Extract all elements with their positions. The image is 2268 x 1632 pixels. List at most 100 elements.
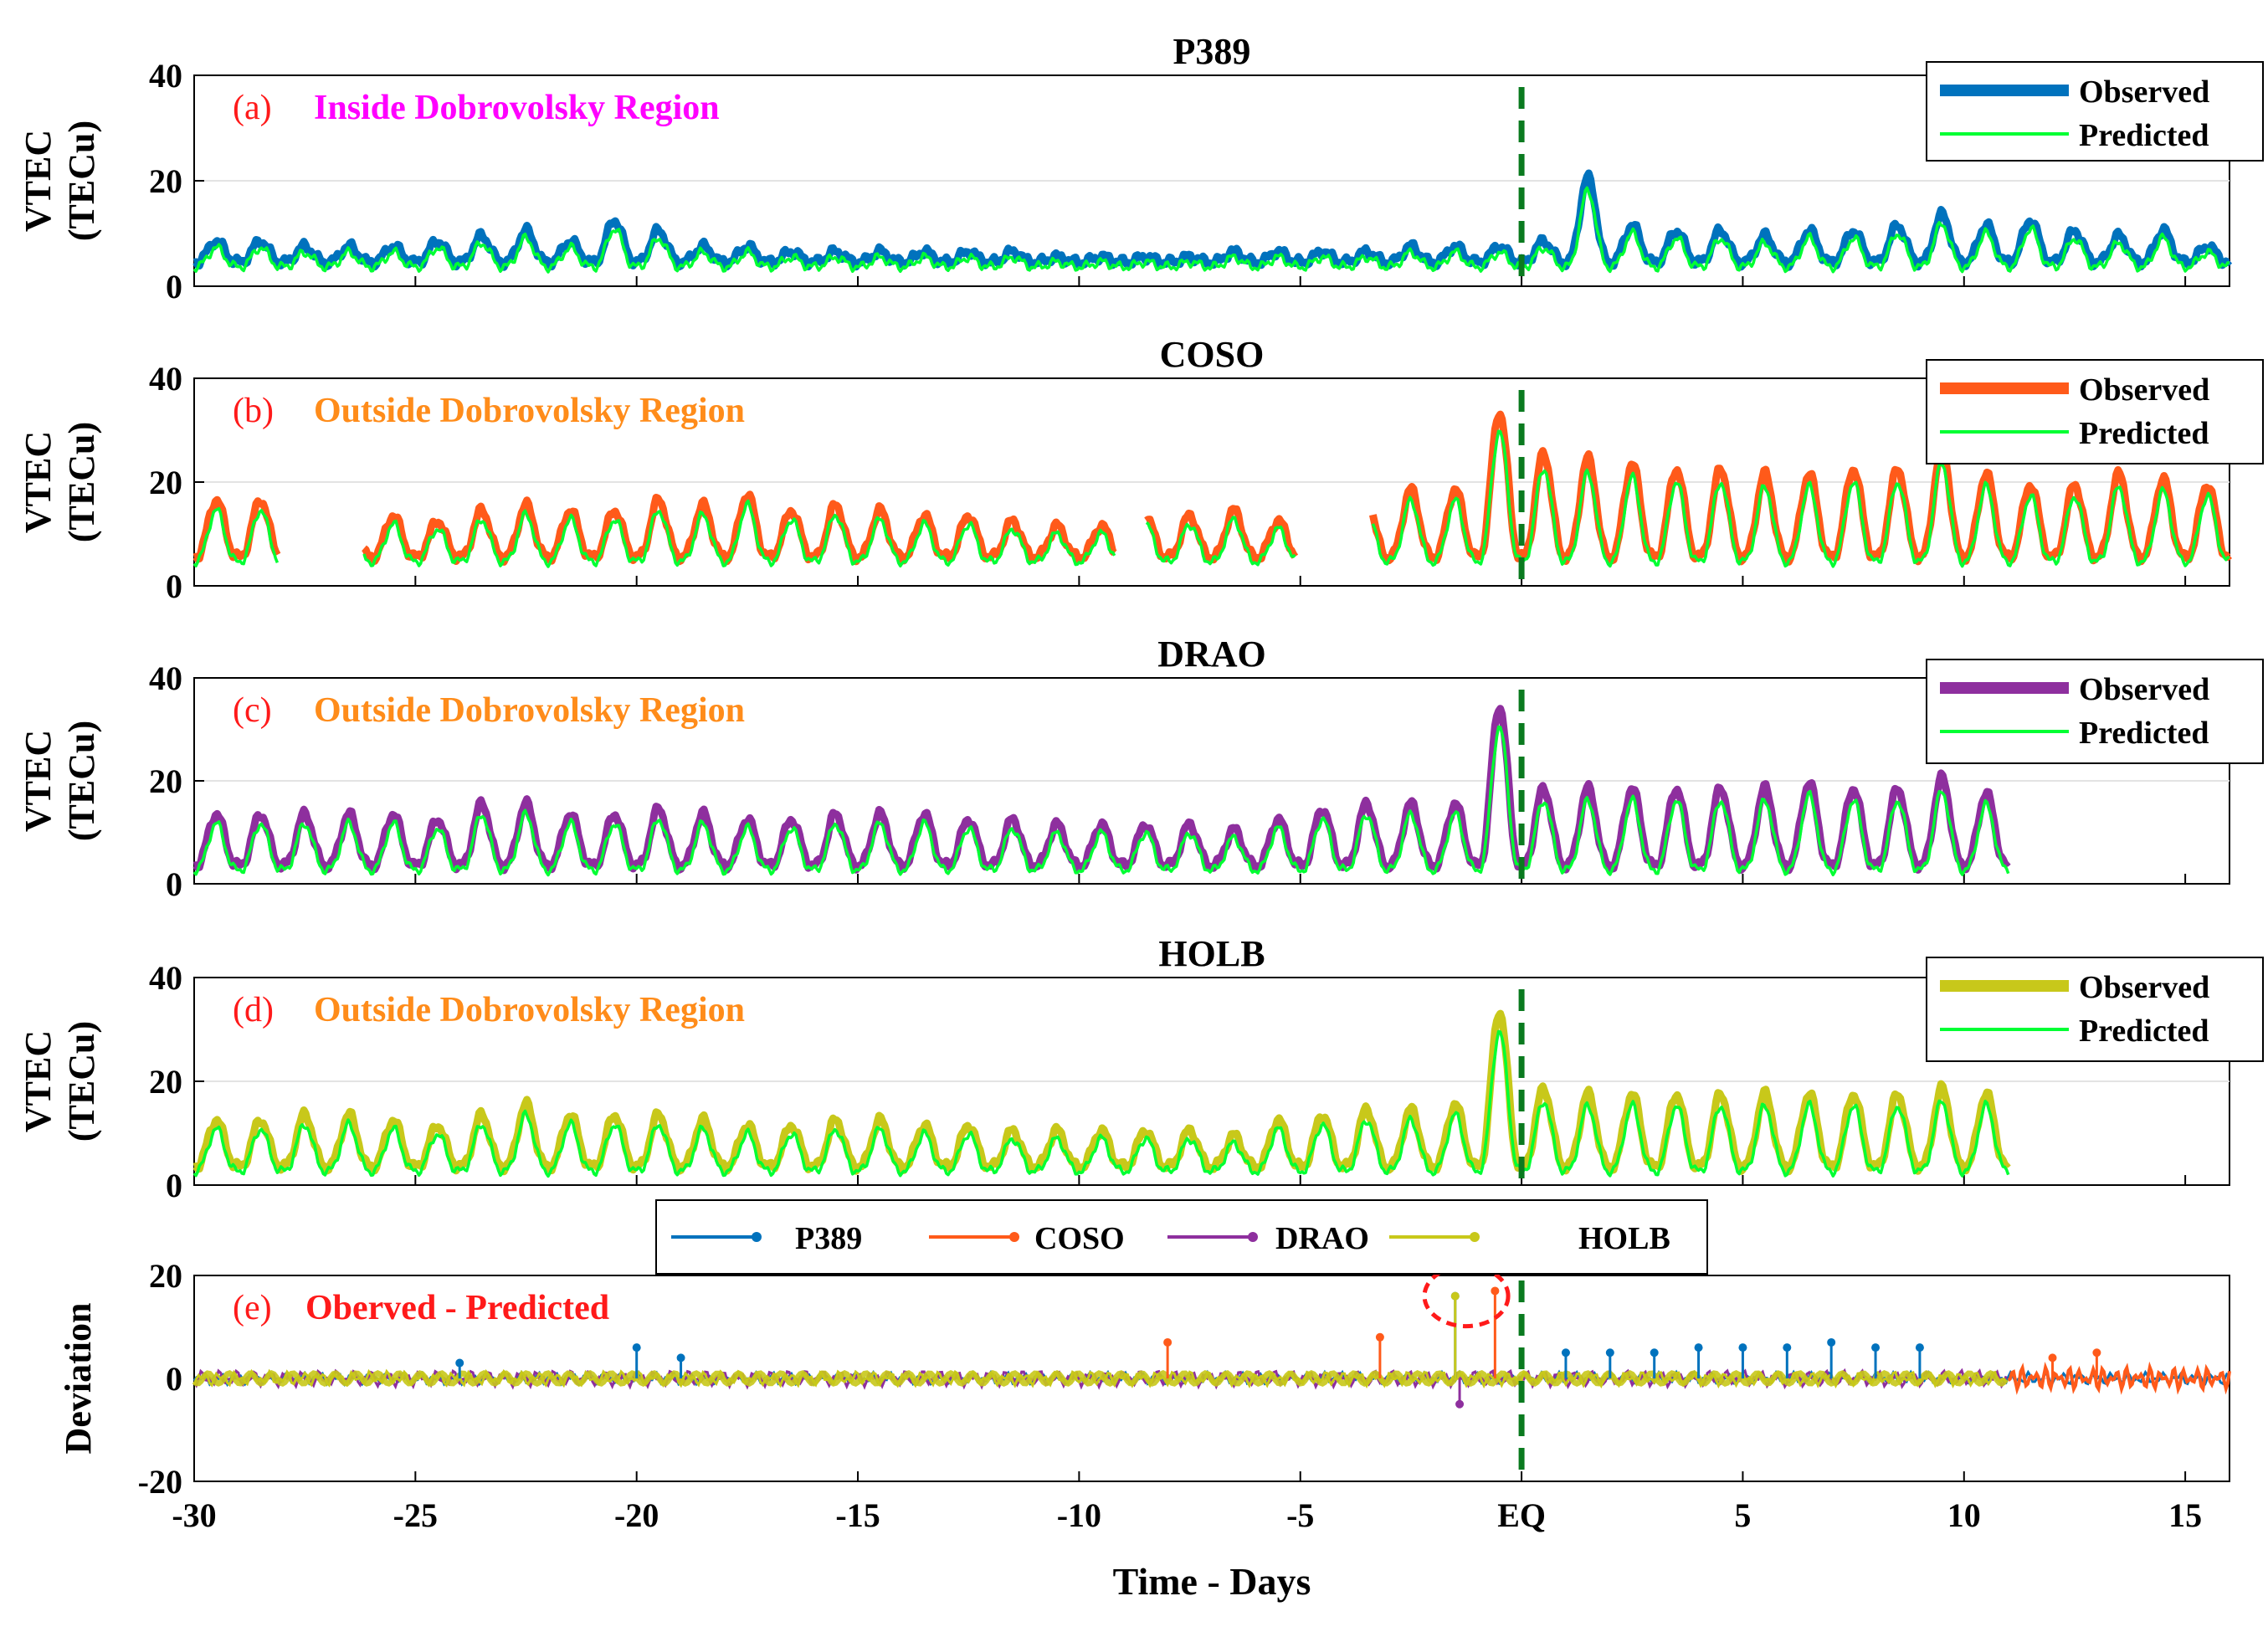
region-annotation: Outside Dobrovolsky Region bbox=[314, 392, 745, 430]
deviation-spike-marker bbox=[676, 1353, 685, 1363]
predicted-series-line bbox=[192, 186, 2230, 274]
panel-deviation: -20 0 20 Deviation (e) Oberved - Predicted -30… bbox=[58, 1199, 2231, 1534]
legend-box bbox=[1926, 957, 2264, 1062]
predicted-series-line bbox=[192, 429, 2230, 568]
legend-observed-label: Observed bbox=[2079, 970, 2209, 1005]
y-axis-label: VTEC bbox=[18, 130, 59, 232]
region-annotation: Outside Dobrovolsky Region bbox=[314, 691, 745, 730]
deviation-spike-marker bbox=[1783, 1343, 1792, 1352]
deviation-spike-marker bbox=[1375, 1332, 1384, 1342]
deviation-spike-marker bbox=[1491, 1286, 1500, 1296]
predicted-series-line bbox=[192, 1029, 2010, 1178]
legend-predicted-label: Predicted bbox=[2079, 118, 2209, 153]
y-axis-label: VTEC bbox=[18, 431, 59, 533]
deviation-spike-marker bbox=[1827, 1337, 1836, 1347]
y-tick-label: 20 bbox=[149, 162, 182, 200]
deviation-band-holb bbox=[192, 1370, 2009, 1387]
y-tick-label: 20 bbox=[149, 464, 182, 501]
legend-label-p389: P389 bbox=[795, 1221, 862, 1256]
panel-title: DRAO bbox=[1157, 634, 1266, 675]
y-tick-label: 20 bbox=[149, 1063, 182, 1101]
deviation-spike-marker bbox=[2092, 1348, 2101, 1357]
panel-p389: 0 20 40 P389 VTEC (TECu) (a) Inside Dobrovolsky… bbox=[18, 31, 2264, 305]
deviation-spike-marker bbox=[1605, 1348, 1614, 1357]
y-tick-label: 20 bbox=[149, 762, 182, 800]
y-axis-label-unit: (TECu) bbox=[61, 1021, 102, 1142]
legend-box bbox=[1926, 61, 2264, 162]
x-tick-label: -10 bbox=[1057, 1496, 1101, 1534]
deviation-spike-marker bbox=[1561, 1348, 1570, 1357]
legend-box bbox=[1926, 359, 2264, 464]
y-tick-label: 0 bbox=[166, 865, 182, 903]
region-annotation: Outside Dobrovolsky Region bbox=[314, 991, 745, 1029]
deviation-spike-marker bbox=[1915, 1343, 1924, 1352]
panel-title: HOLB bbox=[1158, 933, 1265, 974]
observed-series-line bbox=[192, 410, 2233, 566]
panel-coso: 0 20 40 COSO VTEC (TECu) (b) Outside Dobrovolsk… bbox=[18, 334, 2264, 605]
legend-observed-label: Observed bbox=[2079, 74, 2209, 110]
y-tick-label: 0 bbox=[166, 1360, 182, 1398]
x-tick-label: -15 bbox=[835, 1496, 880, 1534]
deviation-spike-marker bbox=[1871, 1343, 1881, 1352]
deviation-spike-marker bbox=[2048, 1353, 2057, 1363]
panel-tag: (a) bbox=[233, 89, 272, 127]
legend-marker-drao bbox=[1248, 1232, 1258, 1242]
y-tick-label: 0 bbox=[166, 1167, 182, 1204]
y-axis-label-unit: (TECu) bbox=[61, 721, 102, 841]
y-tick-label: 40 bbox=[149, 360, 182, 398]
y-tick-label: 40 bbox=[149, 57, 182, 95]
legend-marker-holb bbox=[1470, 1232, 1480, 1242]
legend-observed-label: Observed bbox=[2079, 372, 2209, 408]
legend-label-drao: DRAO bbox=[1275, 1221, 1369, 1256]
deviation-spike-marker bbox=[1455, 1399, 1465, 1409]
y-tick-label: -20 bbox=[138, 1463, 182, 1501]
y-tick-label: 0 bbox=[166, 268, 182, 305]
y-tick-label: 20 bbox=[149, 1257, 182, 1295]
x-tick-label: -30 bbox=[172, 1496, 216, 1534]
region-annotation: Inside Dobrovolsky Region bbox=[314, 89, 720, 127]
panel-holb: 0 20 40 HOLB VTEC (TECu) (d) Outside Dobrovolsk… bbox=[18, 933, 2264, 1204]
y-tick-label: 40 bbox=[149, 959, 182, 997]
deviation-spike-marker bbox=[1163, 1337, 1172, 1347]
legend-predicted-label: Predicted bbox=[2079, 716, 2209, 751]
panel-tag: (e) bbox=[233, 1289, 272, 1327]
x-axis-label: Time - Days bbox=[1113, 1560, 1311, 1603]
legend-marker-coso bbox=[1009, 1232, 1019, 1242]
y-tick-label: 0 bbox=[166, 567, 182, 605]
legend-label-holb: HOLB bbox=[1578, 1221, 1670, 1256]
x-tick-label: -5 bbox=[1286, 1496, 1314, 1534]
panel-tag: (b) bbox=[233, 392, 274, 430]
deviation-noise-coso bbox=[2007, 1361, 2231, 1395]
y-axis-label: VTEC bbox=[18, 730, 59, 832]
legend-marker-p389 bbox=[752, 1232, 762, 1242]
panel-title: COSO bbox=[1160, 334, 1265, 375]
deviation-spike-marker bbox=[455, 1358, 464, 1368]
panel-title: P389 bbox=[1173, 31, 1251, 72]
y-tick-label: 40 bbox=[149, 659, 182, 697]
deviation-spike-marker bbox=[1650, 1348, 1659, 1357]
x-tick-label: 15 bbox=[2168, 1496, 2202, 1534]
legend-predicted-label: Predicted bbox=[2079, 1014, 2209, 1049]
deviation-spike-marker bbox=[1738, 1343, 1747, 1352]
y-axis-label: Deviation bbox=[58, 1303, 99, 1455]
legend-observed-label: Observed bbox=[2079, 672, 2209, 707]
y-axis-label: VTEC bbox=[18, 1030, 59, 1132]
predicted-series-line bbox=[192, 725, 2010, 877]
panel-drao: 0 20 40 DRAO VTEC (TECu) (c) Outside Dobrovolsk… bbox=[18, 634, 2264, 903]
deviation-spike-marker bbox=[1450, 1291, 1460, 1301]
deviation-annotation: Oberved - Predicted bbox=[305, 1289, 609, 1327]
deviation-spike-marker bbox=[1694, 1343, 1703, 1352]
x-tick-label: 10 bbox=[1947, 1496, 1981, 1534]
x-tick-label: -20 bbox=[614, 1496, 659, 1534]
x-tick-label: 5 bbox=[1734, 1496, 1751, 1534]
deviation-spike-marker bbox=[632, 1343, 641, 1352]
legend-label-coso: COSO bbox=[1034, 1221, 1125, 1256]
legend-box bbox=[1926, 659, 2264, 764]
x-tick-label: EQ bbox=[1497, 1496, 1546, 1534]
x-tick-label: -25 bbox=[393, 1496, 438, 1534]
legend-predicted-label: Predicted bbox=[2079, 416, 2209, 451]
panel-tag: (d) bbox=[233, 991, 274, 1029]
y-axis-label-unit: (TECu) bbox=[61, 121, 102, 241]
y-axis-label-unit: (TECu) bbox=[61, 422, 102, 542]
